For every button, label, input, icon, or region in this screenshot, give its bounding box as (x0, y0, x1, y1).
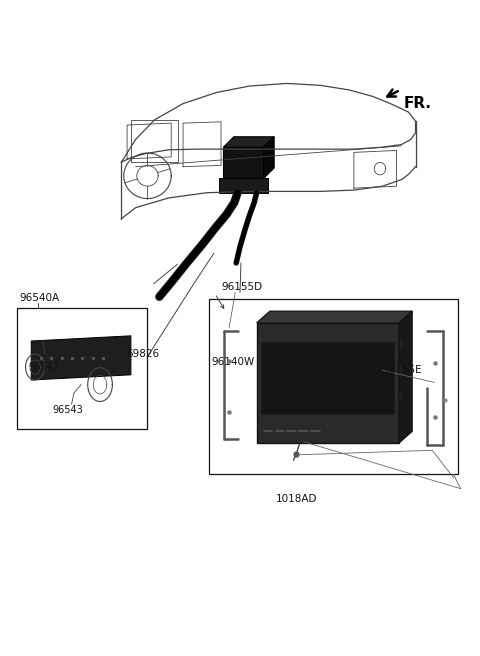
Polygon shape (399, 311, 412, 443)
Bar (17, 308, 147, 429)
Text: 69826: 69826 (126, 349, 159, 359)
Text: 96543: 96543 (53, 405, 84, 415)
Text: 96540A: 96540A (19, 293, 60, 303)
Polygon shape (399, 338, 404, 352)
Text: 1018AD: 1018AD (276, 494, 318, 504)
Polygon shape (264, 136, 274, 178)
Text: FR.: FR. (404, 96, 432, 111)
Text: 96140W: 96140W (211, 358, 254, 367)
Polygon shape (257, 311, 412, 323)
Text: 96155E: 96155E (383, 365, 422, 375)
Polygon shape (31, 336, 131, 380)
Polygon shape (399, 364, 404, 378)
Polygon shape (261, 342, 394, 414)
Polygon shape (219, 178, 268, 193)
Polygon shape (257, 323, 399, 443)
Polygon shape (223, 136, 274, 147)
Bar (209, 298, 458, 474)
Polygon shape (223, 147, 264, 178)
Polygon shape (399, 390, 404, 404)
Text: 96155D: 96155D (221, 282, 262, 292)
Text: 96543: 96543 (29, 362, 60, 372)
